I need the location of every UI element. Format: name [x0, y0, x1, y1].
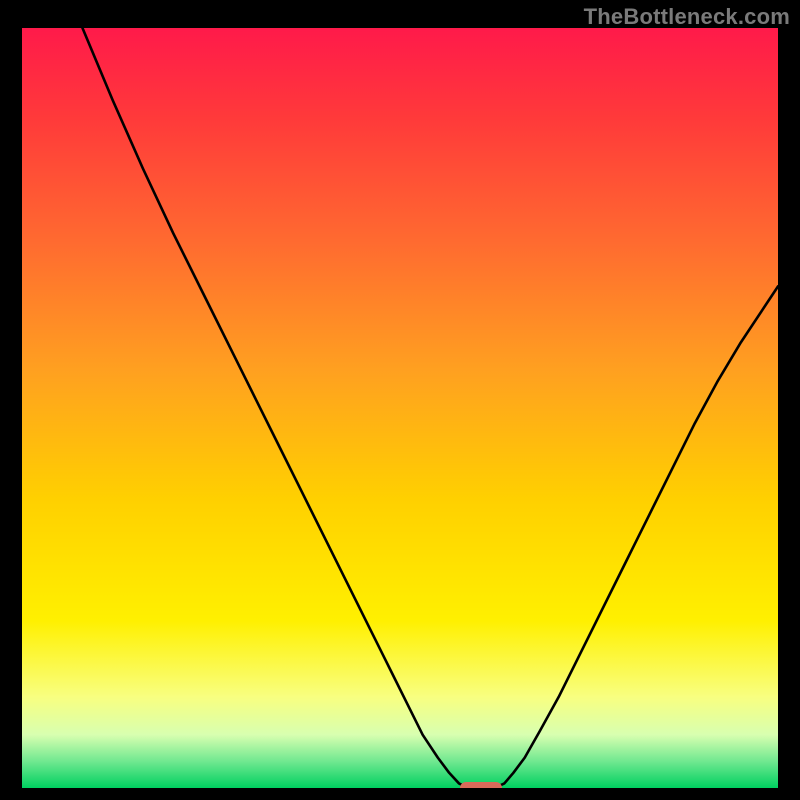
optimal-range-marker — [460, 782, 502, 788]
plot-area — [22, 28, 778, 788]
chart-container: TheBottleneck.com — [0, 0, 800, 800]
watermark-label: TheBottleneck.com — [584, 4, 790, 30]
bottleneck-curve — [22, 28, 778, 788]
